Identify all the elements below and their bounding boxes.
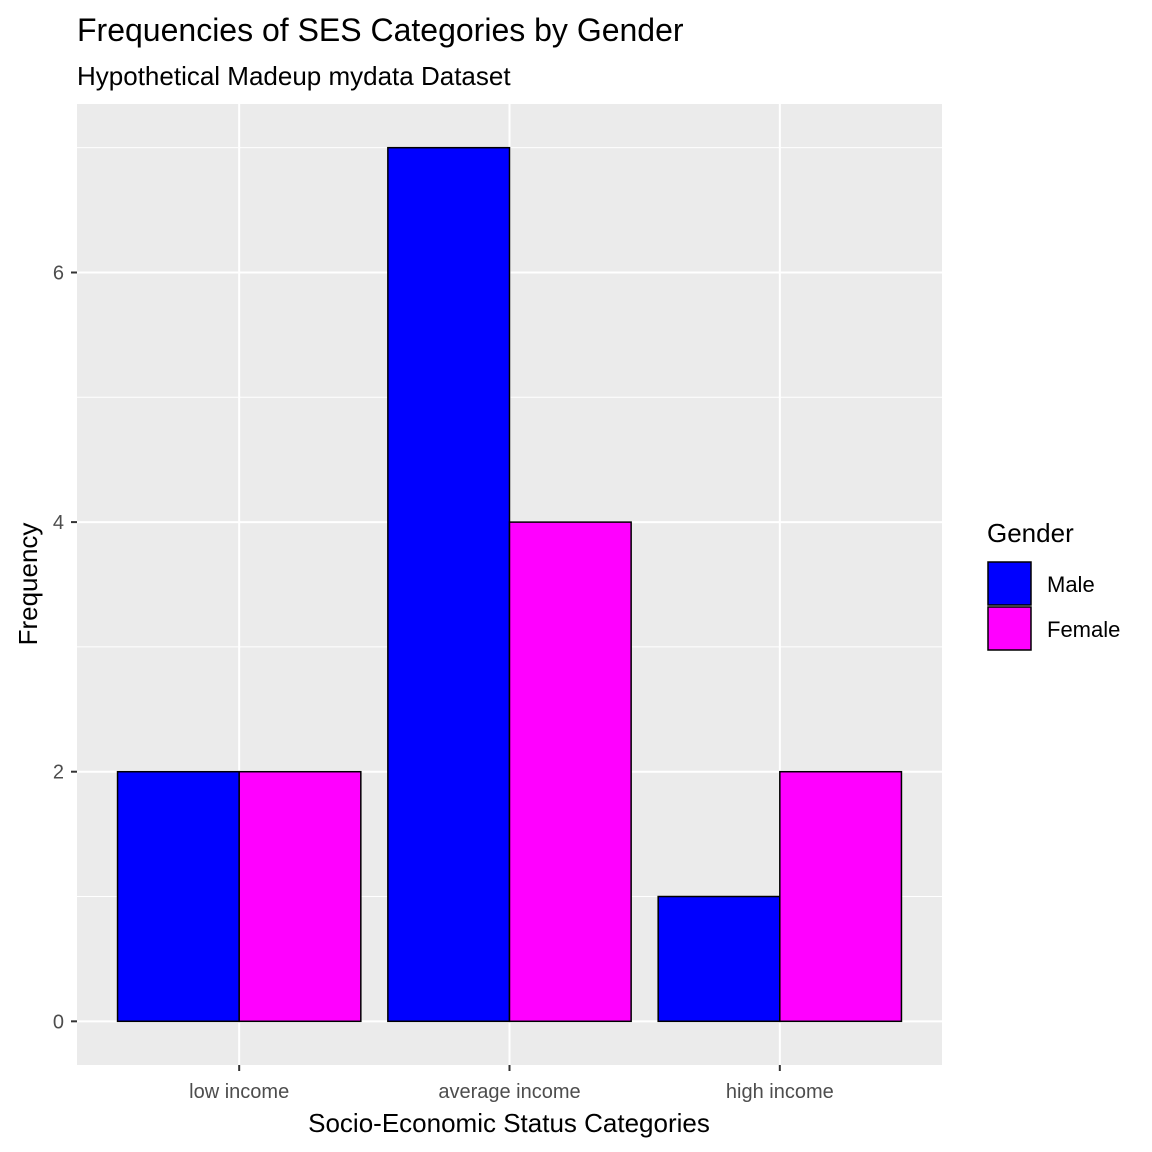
legend-title: Gender [987,518,1074,548]
bars [116,146,903,1023]
x-tick-label: high income [726,1081,834,1103]
bar-female [238,770,362,1023]
y-tick-label: 2 [53,762,64,784]
legend: Gender Male Female [987,518,1120,651]
bar-male [387,146,511,1023]
y-tick-label: 6 [53,262,64,284]
bar-male [657,895,781,1023]
bar-male [116,770,240,1023]
legend-label: Female [1047,617,1120,642]
y-tick-label: 4 [53,512,64,534]
y-axis-label: Frequency [13,523,43,646]
axes: 0 2 4 6 low income average income high income [53,262,834,1103]
x-tick-label: low income [189,1081,289,1103]
chart-title: Frequencies of SES Categories by Gender [77,12,684,48]
legend-key-female [987,606,1032,651]
bar-female [779,770,903,1023]
legend-label: Male [1047,572,1095,597]
y-tick-label: 0 [53,1011,64,1033]
chart-subtitle: Hypothetical Madeup mydata Dataset [77,61,511,91]
x-axis-label: Socio-Economic Status Categories [308,1108,710,1138]
bar-female [508,521,632,1023]
x-tick-label: average income [438,1081,580,1103]
legend-key-male [987,561,1032,606]
